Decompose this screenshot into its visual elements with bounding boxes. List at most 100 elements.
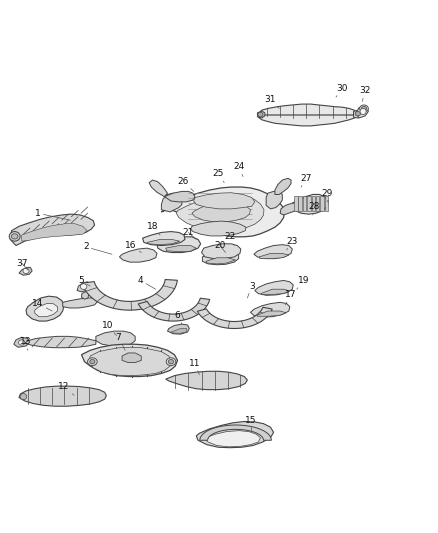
Text: 1: 1 — [35, 209, 71, 220]
Text: 13: 13 — [20, 337, 32, 350]
Polygon shape — [122, 353, 141, 362]
Polygon shape — [149, 180, 167, 197]
Polygon shape — [138, 298, 210, 321]
Text: 37: 37 — [16, 259, 28, 270]
Text: 21: 21 — [183, 228, 196, 239]
Text: 24: 24 — [233, 163, 244, 176]
Polygon shape — [353, 110, 361, 118]
Text: 26: 26 — [177, 177, 194, 191]
Polygon shape — [258, 111, 265, 118]
Polygon shape — [198, 307, 272, 328]
Ellipse shape — [90, 359, 95, 364]
Polygon shape — [202, 251, 239, 265]
Polygon shape — [316, 196, 319, 211]
Polygon shape — [255, 280, 293, 295]
Polygon shape — [82, 279, 177, 310]
Polygon shape — [280, 203, 300, 215]
Polygon shape — [191, 221, 246, 236]
Polygon shape — [19, 386, 106, 406]
Text: 5: 5 — [78, 276, 90, 286]
Polygon shape — [192, 202, 251, 222]
Text: 31: 31 — [265, 95, 279, 108]
Polygon shape — [194, 193, 255, 209]
Text: 7: 7 — [116, 333, 125, 350]
Text: 32: 32 — [360, 86, 371, 101]
Ellipse shape — [23, 268, 29, 273]
Polygon shape — [205, 431, 261, 447]
Text: 28: 28 — [308, 202, 320, 215]
Ellipse shape — [166, 358, 176, 366]
Ellipse shape — [20, 393, 27, 400]
Polygon shape — [11, 214, 95, 246]
Polygon shape — [307, 196, 311, 211]
Text: 20: 20 — [214, 241, 226, 253]
Ellipse shape — [355, 111, 360, 116]
Text: 14: 14 — [32, 299, 52, 311]
Polygon shape — [206, 258, 236, 264]
Ellipse shape — [258, 112, 263, 117]
Polygon shape — [81, 344, 177, 376]
Polygon shape — [21, 224, 87, 241]
Text: 25: 25 — [212, 169, 224, 183]
Polygon shape — [292, 195, 328, 214]
Polygon shape — [63, 298, 98, 308]
Polygon shape — [161, 187, 285, 237]
Text: 12: 12 — [58, 382, 74, 395]
Polygon shape — [157, 237, 201, 253]
Ellipse shape — [18, 340, 25, 345]
Polygon shape — [254, 245, 292, 259]
Polygon shape — [298, 196, 302, 211]
Ellipse shape — [360, 108, 366, 115]
Text: 15: 15 — [245, 416, 256, 432]
Polygon shape — [261, 289, 290, 294]
Polygon shape — [200, 425, 272, 440]
Polygon shape — [167, 324, 189, 334]
Polygon shape — [143, 231, 185, 246]
Polygon shape — [357, 106, 368, 118]
Text: 30: 30 — [336, 84, 348, 97]
Polygon shape — [166, 246, 196, 252]
Polygon shape — [120, 248, 157, 262]
Text: 11: 11 — [189, 359, 201, 375]
Polygon shape — [26, 296, 64, 321]
Polygon shape — [96, 331, 135, 346]
Polygon shape — [275, 179, 291, 195]
Ellipse shape — [360, 105, 368, 112]
Text: 2: 2 — [83, 243, 112, 254]
Polygon shape — [164, 191, 195, 202]
Text: 27: 27 — [300, 174, 312, 187]
Polygon shape — [166, 372, 247, 390]
Polygon shape — [14, 337, 29, 348]
Ellipse shape — [81, 284, 87, 289]
Polygon shape — [171, 328, 187, 333]
Polygon shape — [251, 302, 290, 317]
Polygon shape — [266, 191, 283, 209]
Text: 23: 23 — [286, 237, 298, 250]
Text: 18: 18 — [147, 222, 160, 235]
Text: 16: 16 — [125, 241, 141, 253]
Ellipse shape — [88, 358, 97, 366]
Polygon shape — [25, 336, 96, 348]
Polygon shape — [311, 196, 315, 211]
Ellipse shape — [11, 234, 18, 239]
Polygon shape — [161, 193, 182, 212]
Ellipse shape — [361, 107, 367, 110]
Polygon shape — [19, 268, 32, 275]
Polygon shape — [176, 195, 264, 231]
Polygon shape — [81, 290, 89, 299]
Text: 10: 10 — [102, 321, 117, 335]
Text: 22: 22 — [224, 232, 236, 246]
Text: 6: 6 — [175, 311, 182, 324]
Ellipse shape — [168, 359, 173, 364]
Polygon shape — [294, 196, 297, 211]
Text: 29: 29 — [321, 189, 333, 202]
Polygon shape — [147, 239, 180, 245]
Polygon shape — [89, 348, 172, 376]
Text: 19: 19 — [297, 276, 310, 289]
Polygon shape — [35, 304, 57, 317]
Text: 3: 3 — [247, 281, 254, 298]
Polygon shape — [77, 282, 90, 292]
Polygon shape — [258, 104, 358, 126]
Polygon shape — [201, 244, 241, 259]
Polygon shape — [259, 253, 289, 259]
